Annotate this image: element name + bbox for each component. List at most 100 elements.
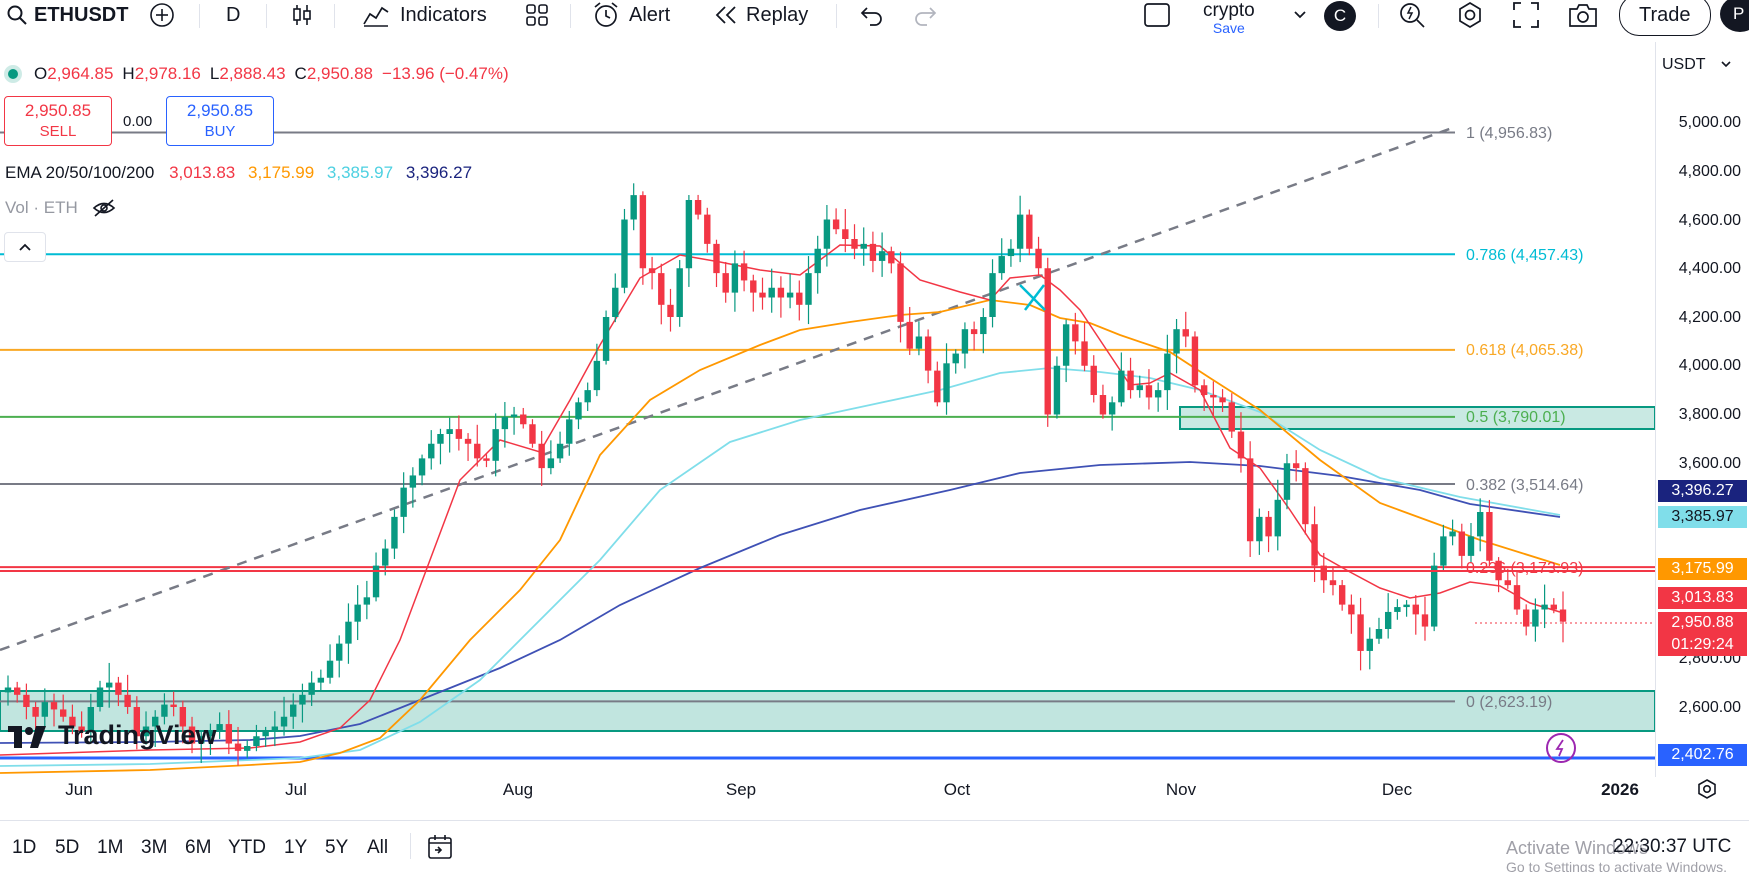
candle-body (1504, 580, 1511, 586)
cross-marker[interactable] (1019, 284, 1046, 311)
sell-button[interactable]: 2,950.85 SELL (4, 96, 112, 146)
candle-body (345, 621, 352, 644)
candle-body (970, 329, 978, 335)
replay-button[interactable]: Replay (714, 0, 808, 30)
tradingview-brand: TradingView (58, 720, 217, 750)
range-6m[interactable]: 6M (185, 837, 212, 858)
range-1d[interactable]: 1D (12, 837, 37, 858)
candle-body (998, 256, 1005, 274)
candle-body (1394, 607, 1401, 612)
compare-button[interactable] (149, 0, 175, 30)
axis-4600: 4,600.00 (1678, 212, 1741, 229)
eye-off-icon[interactable] (92, 199, 116, 217)
candle-body (1044, 268, 1051, 415)
candle-body (317, 677, 325, 683)
candle-body (87, 707, 95, 732)
candle-body (878, 251, 886, 261)
candle-body (943, 363, 950, 403)
publish-label: P (1733, 4, 1745, 23)
candle-body (814, 248, 821, 274)
alert-button[interactable]: Alert (592, 0, 670, 30)
redo-button[interactable] (913, 0, 939, 30)
currency-label: USDT (1662, 56, 1706, 73)
goto-date-button[interactable] (426, 833, 454, 866)
range-1m[interactable]: 1M (97, 837, 124, 858)
price-chart[interactable] (0, 42, 1655, 777)
chart-type-button[interactable] (290, 0, 314, 30)
candle-body (575, 402, 582, 420)
candle-body (1458, 531, 1465, 556)
candle-body (805, 273, 812, 305)
time-jul: Jul (285, 780, 307, 799)
axis-3600: 3,600.00 (1678, 455, 1741, 472)
fullscreen-button[interactable] (1512, 0, 1540, 30)
candle-body (1559, 609, 1567, 622)
publish-button[interactable]: P (1720, 0, 1749, 32)
settings-button[interactable] (1456, 0, 1484, 30)
ema200-line (0, 461, 1561, 744)
fib-retracement[interactable] (0, 131, 1655, 703)
alarm-clock-icon (594, 2, 618, 27)
candle-body (888, 251, 895, 264)
market-open-dot (8, 69, 18, 79)
undo-button[interactable] (858, 0, 884, 30)
candle-body (326, 660, 334, 678)
candle-body (952, 353, 959, 364)
collapse-legend-button[interactable] (4, 232, 46, 262)
layout-menu-button[interactable] (1292, 0, 1308, 30)
interval-button[interactable]: D (226, 0, 240, 30)
candle-body (1053, 365, 1061, 415)
candle-body (602, 317, 610, 361)
range-ytd[interactable]: YTD (228, 837, 266, 858)
ohlc-l-label: L (209, 64, 220, 83)
symbol-search[interactable]: ETHUSDT (6, 0, 128, 30)
indicators-button[interactable]: Indicators (362, 0, 487, 30)
symbol-name: ETHUSDT (34, 3, 129, 26)
avatar[interactable]: C (1324, 1, 1356, 31)
range-all[interactable]: All (367, 837, 389, 858)
candle-body (731, 263, 739, 293)
currency-selector[interactable]: USDT (1662, 56, 1732, 74)
range-3m[interactable]: 3M (141, 837, 168, 858)
candle-body (1007, 248, 1015, 257)
candle-body (492, 429, 499, 461)
candle-body (41, 702, 49, 717)
candle-body (207, 731, 214, 737)
range-5y[interactable]: 5Y (325, 837, 349, 858)
support-zone[interactable] (0, 690, 1655, 732)
candle-body (612, 287, 619, 317)
plus-circle-icon (150, 3, 174, 27)
quick-search-button[interactable] (1398, 0, 1426, 30)
tradingview-logo[interactable]: TradingView (8, 720, 217, 751)
candle-body (796, 292, 803, 305)
candle-body (786, 292, 794, 298)
ohlc-c-value: 2,950.88 (306, 64, 374, 83)
templates-button[interactable] (525, 0, 549, 30)
buy-button[interactable]: 2,950.85 BUY (166, 96, 274, 146)
candle-body (188, 726, 196, 744)
ema200-value: 3,396.27 (405, 163, 473, 182)
indicators-label: Indicators (400, 3, 487, 26)
layout-button[interactable] (1143, 0, 1171, 30)
indicators-icon (363, 6, 389, 27)
layout-name[interactable]: crypto Save (1203, 0, 1255, 36)
resistance-zone[interactable] (1179, 406, 1655, 430)
ohlc-o-label: O (34, 64, 48, 83)
candle-body (980, 317, 987, 335)
range-5d[interactable]: 5D (55, 837, 80, 858)
clock[interactable]: 22:30:37 UTC (1613, 836, 1732, 857)
trendline[interactable] (0, 125, 1456, 652)
gear-icon (1698, 779, 1716, 799)
chevron-up-icon (19, 243, 31, 251)
events-button[interactable] (1546, 733, 1576, 763)
ema-label: EMA 20/50/100/200 (5, 163, 155, 182)
volume-legend[interactable]: Vol · ETH (5, 198, 116, 218)
candle-body (722, 273, 729, 293)
trade-button[interactable]: Trade (1619, 0, 1711, 36)
range-1y[interactable]: 1Y (284, 837, 308, 858)
time-axis-settings[interactable] (1696, 778, 1718, 805)
activate-windows-subtitle: Go to Settings to activate Windows. (1506, 859, 1727, 872)
candle-body (234, 743, 242, 751)
ema-legend[interactable]: EMA 20/50/100/200 3,013.83 3,175.99 3,38… (5, 163, 472, 183)
snapshot-button[interactable] (1568, 0, 1598, 30)
